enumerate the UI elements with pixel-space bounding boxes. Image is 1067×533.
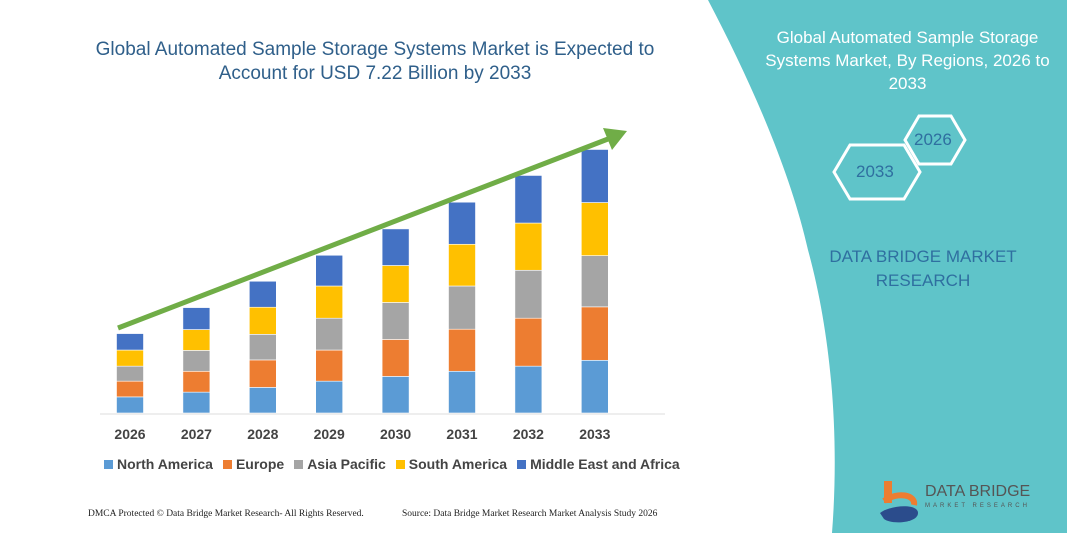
- x-tick-label: 2030: [380, 426, 411, 442]
- bar-segment-2029-middle-east-and-africa: [315, 254, 344, 287]
- footer-copyright: DMCA Protected © Data Bridge Market Rese…: [88, 509, 364, 519]
- footer-source: Source: Data Bridge Market Research Mark…: [402, 509, 658, 519]
- legend-label: South America: [408, 456, 508, 472]
- chart-title: Global Automated Sample Storage Systems …: [95, 39, 655, 84]
- hex-label-start: 2026: [914, 130, 952, 149]
- legend-swatch: [104, 460, 113, 469]
- bar-segment-2031-asia-pacific: [448, 285, 476, 330]
- bar-segment-2033-middle-east-and-africa: [580, 149, 609, 203]
- bar-segment-2026-south-america: [116, 349, 144, 367]
- brand-text: DATA BRIDGE MARKET RESEARCH: [829, 247, 1017, 290]
- x-tick-label: 2027: [181, 426, 212, 442]
- bar-segment-2032-europe: [514, 317, 543, 367]
- side-panel: [708, 0, 1067, 533]
- legend-label: Asia Pacific: [307, 456, 386, 472]
- bar-segment-2030-europe: [381, 339, 410, 377]
- bar-segment-2026-middle-east-and-africa: [116, 333, 144, 351]
- legend-item: Asia Pacific: [294, 456, 386, 472]
- x-tick-label: 2033: [579, 426, 610, 442]
- bar-segment-2028-south-america: [249, 306, 277, 335]
- bar-segment-2031-south-america: [448, 243, 476, 287]
- x-tick-label: 2031: [446, 426, 477, 442]
- legend-swatch: [294, 460, 304, 469]
- bar-segment-2031-north-america: [448, 370, 476, 414]
- legend-item: South America: [395, 456, 508, 472]
- bar-segment-2033-asia-pacific: [580, 255, 609, 308]
- bar-segment-2027-south-america: [182, 329, 211, 351]
- bar-segment-2026-europe: [116, 380, 144, 398]
- legend-swatch: [222, 460, 232, 469]
- bar-segment-2029-north-america: [315, 380, 344, 414]
- trend-arrow-head: [603, 128, 627, 150]
- hex-label-end: 2033: [856, 162, 894, 181]
- x-tick-label: 2026: [114, 426, 145, 442]
- x-tick-label: 2032: [513, 426, 544, 442]
- legend-item: Middle East and Africa: [517, 456, 680, 472]
- trend-arrow: [117, 136, 609, 331]
- bar-segment-2032-middle-east-and-africa: [514, 175, 543, 224]
- bar-segment-2029-south-america: [315, 285, 344, 319]
- bar-segment-2033-europe: [580, 306, 609, 361]
- bar-segment-2027-middle-east-and-africa: [182, 307, 211, 330]
- legend: North America Europe Asia Pacific South Ame…: [104, 456, 680, 472]
- logo-text: DATA BRIDGE: [925, 483, 1031, 500]
- data-bridge-logo-icon: [880, 481, 918, 523]
- side-panel-title: Global Automated Sample Storage Systems …: [765, 28, 1050, 93]
- legend-label: Europe: [235, 456, 285, 472]
- bar-segment-2031-europe: [448, 328, 476, 372]
- bar-segment-2026-asia-pacific: [116, 365, 144, 382]
- bar-segment-2027-europe: [182, 370, 211, 393]
- hexagon-2033: [832, 143, 922, 201]
- bar-segment-2028-north-america: [249, 387, 277, 414]
- legend-label: Middle East and Africa: [530, 456, 680, 472]
- bar-segment-2032-south-america: [514, 222, 543, 271]
- hexagon-2026: [903, 114, 967, 166]
- bar-segment-2033-south-america: [580, 202, 609, 256]
- legend-swatch: [395, 460, 405, 469]
- bar-segment-2030-middle-east-and-africa: [381, 228, 410, 266]
- bar-segment-2032-north-america: [514, 365, 543, 414]
- legend-item: North America: [104, 456, 213, 472]
- bar-segment-2028-asia-pacific: [249, 334, 277, 361]
- bar-segment-2029-europe: [315, 349, 344, 382]
- x-tick-label: 2028: [247, 426, 278, 442]
- bar-segment-2028-middle-east-and-africa: [249, 280, 277, 308]
- bar-segment-2031-middle-east-and-africa: [448, 201, 476, 245]
- legend-label: North America: [117, 456, 213, 472]
- bar-segment-2030-south-america: [381, 265, 410, 303]
- bar-segment-2030-asia-pacific: [381, 302, 410, 340]
- bar-segment-2026-north-america: [116, 396, 144, 414]
- bar-segment-2027-asia-pacific: [182, 350, 211, 372]
- legend-item: Europe: [222, 456, 285, 472]
- x-tick-label: 2029: [314, 426, 345, 442]
- bar-segment-2032-asia-pacific: [514, 269, 543, 319]
- bar-segment-2029-asia-pacific: [315, 317, 344, 351]
- legend-swatch: [517, 460, 527, 469]
- bar-segment-2030-north-america: [381, 376, 410, 414]
- bar-segment-2028-europe: [249, 359, 277, 388]
- bar-segment-2033-north-america: [580, 359, 609, 414]
- logo-subtext: MARKET RESEARCH: [925, 503, 1030, 509]
- bar-segment-2027-north-america: [182, 391, 211, 414]
